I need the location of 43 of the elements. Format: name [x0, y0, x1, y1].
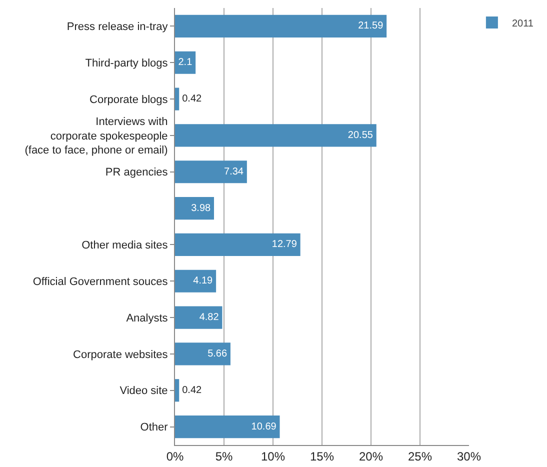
y-tick-label: PR agencies — [105, 166, 168, 179]
y-tick-label: Analysts — [126, 312, 168, 324]
bar — [175, 416, 280, 438]
y-tick-label: Interviews with corporate spokespeople (face to face, phone or email) — [24, 116, 168, 157]
data-label: 3.98 — [191, 202, 211, 214]
bar — [175, 14, 387, 38]
y-tick-label: Official Government souces — [32, 276, 168, 288]
x-tick-label: 15% — [310, 449, 334, 464]
bar — [175, 160, 247, 184]
y-tick-label: Video site — [120, 385, 168, 398]
y-tick-label: Third-party blogs — [85, 57, 168, 70]
x-tick-label: 25% — [408, 449, 432, 464]
x-tick-label: 30% — [456, 449, 482, 464]
legend-label: 2011 — [512, 18, 534, 30]
x-tick-label: 0% — [166, 449, 184, 464]
y-tick-label: Press release in-tray — [66, 21, 168, 34]
bar — [175, 270, 216, 292]
data-label: 4.82 — [199, 312, 220, 324]
y-tick-label: Corporate websites — [73, 348, 168, 361]
x-tick-label: 10% — [260, 449, 286, 464]
data-label: 7.34 — [224, 166, 244, 178]
data-label: 10.69 — [251, 421, 277, 432]
data-label: 0.42 — [182, 94, 202, 105]
bar — [175, 306, 222, 329]
data-label: 12.79 — [272, 239, 298, 250]
data-label: 4.19 — [193, 276, 214, 287]
bar — [175, 124, 376, 147]
y-tick-label: Other media sites — [82, 240, 168, 252]
data-label: 5.66 — [208, 348, 228, 360]
x-tick-label: 5% — [215, 449, 233, 464]
bar — [175, 379, 180, 402]
data-label: 2.1 — [178, 57, 193, 68]
bar — [175, 197, 214, 220]
data-label: 0.42 — [182, 384, 202, 396]
bar — [175, 342, 230, 366]
bar — [175, 88, 180, 110]
data-label: 20.55 — [348, 130, 374, 141]
y-tick-label: Corporate blogs — [90, 94, 168, 106]
y-tick-label: Other — [140, 422, 168, 434]
bar — [175, 233, 300, 256]
x-tick-label: 20% — [358, 449, 384, 464]
data-label: 21.59 — [358, 20, 384, 32]
bar — [175, 51, 196, 74]
